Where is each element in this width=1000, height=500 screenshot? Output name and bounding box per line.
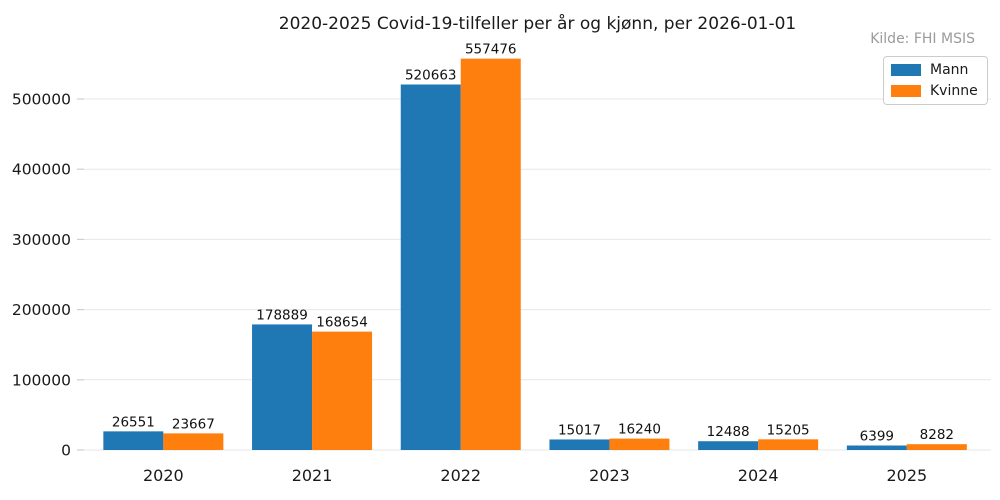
legend: Mann Kvinne (883, 56, 988, 105)
bar-value-label: 6399 (860, 429, 894, 445)
legend-swatch-mann (891, 64, 921, 76)
bar-value-label: 15205 (767, 422, 810, 438)
bar-kvinne-2020 (163, 433, 224, 450)
bar-value-label: 26551 (112, 414, 155, 430)
bar-value-label: 12488 (707, 424, 750, 440)
bar-value-label: 23667 (172, 416, 215, 432)
legend-item-mann: Mann (891, 62, 978, 78)
bar-mann-2021 (252, 324, 313, 450)
bar-value-labels: 26551 23667 178889 168654 520663 557476 15017 1… (112, 42, 954, 445)
x-tick-label: 2023 (589, 466, 630, 485)
bar-value-label: 178889 (256, 307, 308, 323)
x-tick-label: 2020 (143, 466, 184, 485)
bar-kvinne-2024 (758, 439, 819, 450)
bar-mann-2025 (846, 445, 907, 450)
y-tick-label: 200000 (12, 301, 71, 319)
bar-value-label: 557476 (465, 42, 517, 58)
legend-label-mann: Mann (930, 62, 969, 78)
source-annotation: Kilde: FHI MSIS (870, 31, 975, 47)
bar-value-label: 168654 (316, 315, 368, 331)
gridlines (77, 98, 991, 451)
y-tick-label: 100000 (12, 371, 71, 389)
bar-value-label: 15017 (558, 422, 601, 438)
x-tick-label: 2021 (292, 466, 333, 485)
bar-mann-2022 (400, 84, 461, 451)
bar-value-label: 8282 (920, 427, 954, 443)
bar-mann-2023 (549, 439, 610, 450)
x-axis-tick-labels: 2020 2021 2022 2023 2024 2025 (143, 466, 927, 485)
x-tick-label: 2025 (886, 466, 927, 485)
bar-value-label: 520663 (405, 67, 457, 83)
y-tick-label: 500000 (12, 91, 71, 109)
bar-mann-2020 (103, 431, 164, 450)
y-tick-label: 400000 (12, 161, 71, 179)
chart-title: 2020-2025 Covid-19-tilfeller per år og k… (278, 14, 797, 34)
x-tick-label: 2024 (738, 466, 779, 485)
y-axis-tick-labels: 0 100000 200000 300000 400000 500000 (12, 91, 71, 460)
x-tick-label: 2022 (440, 466, 481, 485)
legend-swatch-kvinne (891, 85, 921, 97)
bar-mann-2024 (698, 441, 759, 450)
bar-kvinne-2022 (460, 58, 521, 450)
bar-kvinne-2021 (312, 331, 373, 450)
bar-value-label: 16240 (618, 422, 661, 438)
legend-item-kvinne: Kvinne (891, 83, 978, 99)
y-tick-label: 0 (61, 442, 71, 460)
legend-label-kvinne: Kvinne (930, 83, 978, 99)
y-tick-label: 300000 (12, 231, 71, 249)
bar-kvinne-2025 (906, 444, 967, 450)
bar-kvinne-2023 (609, 438, 670, 450)
bars (103, 58, 967, 451)
